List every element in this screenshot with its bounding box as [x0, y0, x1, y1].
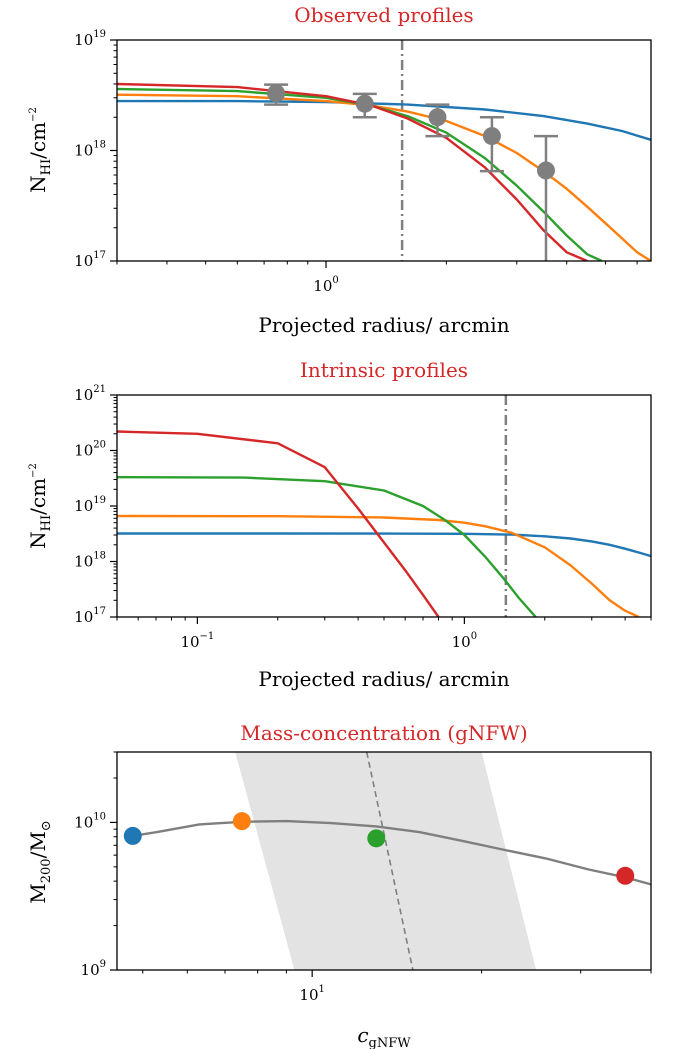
y-tick-label: 1010	[74, 811, 106, 831]
y-tick-label: 1021	[74, 384, 106, 404]
data-point	[355, 94, 374, 113]
y-tick-label: 1018	[74, 140, 106, 160]
plot-content	[123, 752, 651, 970]
series-line-orange	[117, 93, 651, 261]
marker-green	[367, 829, 386, 848]
plot-area-observed: 100 1017 1018 1019	[74, 29, 652, 295]
data-point	[482, 127, 501, 146]
series-line-blue	[117, 532, 651, 558]
x-tick-label: 100	[313, 275, 338, 295]
chart-title-observed: Observed profiles	[294, 3, 473, 27]
data-point	[267, 84, 286, 103]
marker-blue	[123, 826, 142, 845]
series-line-red	[117, 430, 440, 617]
x-tick-label: 101	[299, 984, 324, 1004]
y-tick-label: 1018	[74, 551, 106, 571]
chart-title-intrinsic: Intrinsic profiles	[300, 358, 468, 382]
data-point	[536, 161, 555, 180]
y-tick-label: 1017	[74, 606, 106, 626]
y-axis-label-intrinsic: NHI/cm−2	[26, 463, 54, 549]
series-line-red	[117, 82, 588, 261]
x-axis-label-intrinsic: Projected radius/ arcmin	[258, 667, 509, 691]
relation-dashed-line	[365, 752, 414, 970]
marker-red	[616, 866, 635, 885]
y-tick-label: 1017	[74, 250, 106, 270]
series-line-green	[117, 476, 537, 617]
y-tick-label: 1020	[74, 440, 106, 460]
series-line-gray	[132, 819, 651, 886]
plot-area-mass-concentration: 101 109 1010	[74, 751, 652, 1004]
plot-area-intrinsic: 10−1 100 1017 1018 1019 1020 1021	[74, 384, 652, 651]
data-point	[428, 108, 447, 127]
y-tick-label: 1019	[74, 495, 106, 515]
y-axis-label-observed: NHI/cm−2	[26, 107, 54, 193]
y-axis-label-mass-concentration: M200/M⊙	[26, 820, 54, 903]
series-line-orange	[117, 514, 640, 617]
series-line-green	[117, 87, 603, 261]
x-axis-label-observed: Projected radius/ arcmin	[258, 313, 509, 337]
panel-observed: Observed profiles 100 1017 1018 1019 Projec…	[26, 3, 652, 337]
y-tick-label: 109	[81, 959, 106, 979]
marker-orange	[232, 812, 251, 831]
plot-frame	[116, 751, 652, 971]
x-tick-label: 10−1	[180, 631, 214, 651]
series-line-blue	[117, 99, 651, 141]
plot-content	[117, 395, 651, 617]
x-tick-label: 100	[452, 631, 477, 651]
plot-frame	[116, 394, 652, 618]
plot-frame	[116, 39, 652, 262]
chart-title-mass-concentration: Mass-concentration (gNFW)	[240, 721, 527, 745]
panel-mass-concentration: Mass-concentration (gNFW) 101 109 1010 cgN…	[26, 721, 652, 1049]
y-tick-label: 1019	[74, 29, 106, 49]
scatter-band	[235, 752, 537, 970]
panel-intrinsic: Intrinsic profiles 10−1 10010171018101910…	[26, 358, 652, 691]
plot-content	[117, 40, 651, 261]
x-axis-label-mass-concentration: cgNFW	[357, 1023, 411, 1049]
